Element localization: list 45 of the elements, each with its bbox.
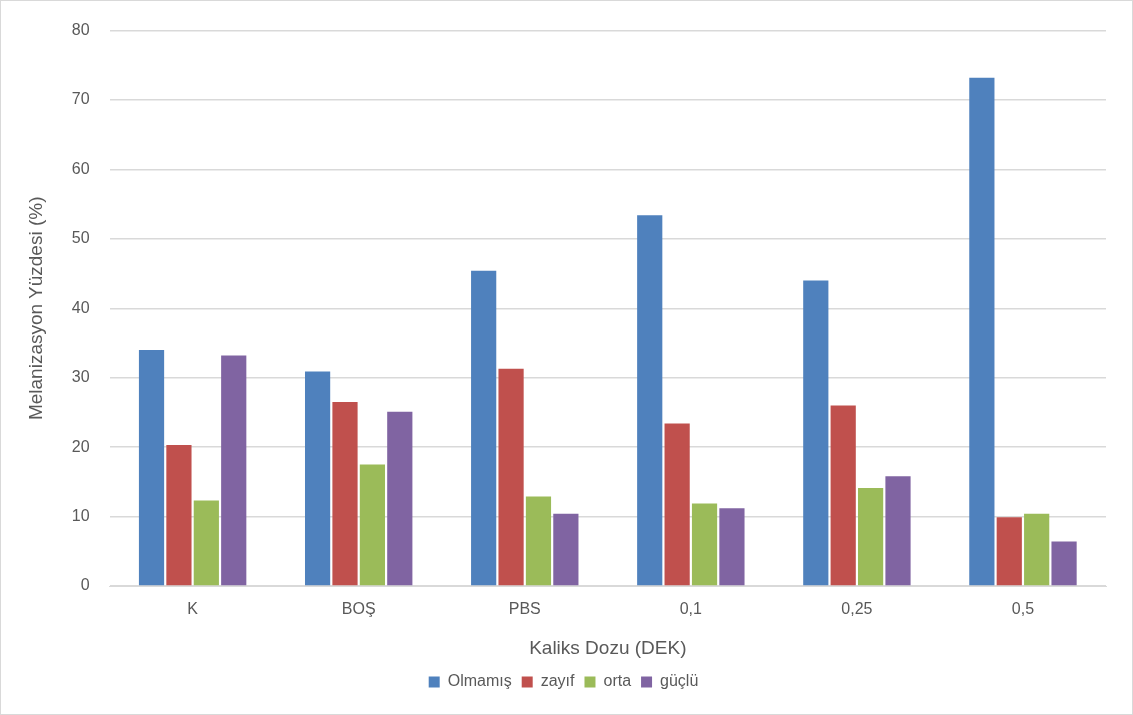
y-tick-label: 70 xyxy=(71,90,90,108)
bar xyxy=(332,402,358,586)
bar xyxy=(359,464,385,586)
y-tick-label: 30 xyxy=(71,368,90,386)
x-tick-label: K xyxy=(187,600,199,618)
x-tick-label: BOŞ xyxy=(341,600,376,618)
y-tick-label: 10 xyxy=(71,506,90,524)
bar xyxy=(719,508,745,586)
legend-label: güçlü xyxy=(660,672,699,690)
y-tick-label: 60 xyxy=(71,159,90,177)
legend-label: orta xyxy=(603,672,632,690)
bar xyxy=(830,405,856,586)
bar xyxy=(553,513,579,586)
y-tick-label: 80 xyxy=(71,21,90,39)
bar xyxy=(193,500,219,586)
legend-label: zayıf xyxy=(540,672,576,690)
bar xyxy=(996,517,1022,586)
y-tick-label: 50 xyxy=(71,229,90,247)
bar xyxy=(969,77,995,586)
bar xyxy=(1024,513,1050,586)
bar xyxy=(803,280,829,586)
bar xyxy=(637,215,663,586)
bar xyxy=(498,368,524,586)
legend-label: Olmamış xyxy=(447,672,512,690)
bar xyxy=(138,349,165,586)
bar xyxy=(691,503,718,586)
bar xyxy=(858,488,884,586)
x-tick-label: PBS xyxy=(508,600,541,618)
bar xyxy=(1051,541,1077,586)
y-tick-label: 20 xyxy=(71,437,90,455)
bar xyxy=(885,476,911,586)
bar xyxy=(664,423,690,586)
y-axis-title: Melanizasyon Yüzdesi (%) xyxy=(24,196,46,421)
bar xyxy=(166,445,192,586)
y-tick-label: 0 xyxy=(80,576,90,594)
x-axis-title: Kaliks Dozu (DEK) xyxy=(529,636,687,658)
bar xyxy=(525,496,552,586)
bar xyxy=(221,355,247,586)
x-tick-label: 0,25 xyxy=(841,600,873,618)
bar xyxy=(387,411,413,586)
x-tick-label: 0,5 xyxy=(1011,600,1035,618)
bar xyxy=(304,371,331,586)
y-tick-label: 40 xyxy=(71,298,90,316)
x-tick-label: 0,1 xyxy=(679,600,703,618)
bar xyxy=(471,270,497,586)
